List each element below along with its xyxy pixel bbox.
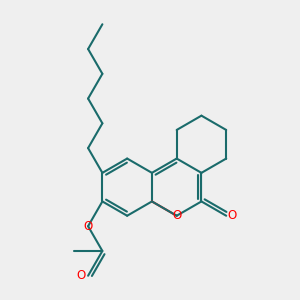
Text: O: O	[228, 209, 237, 222]
Text: O: O	[83, 220, 93, 233]
Text: O: O	[76, 269, 85, 282]
Text: O: O	[172, 209, 181, 222]
